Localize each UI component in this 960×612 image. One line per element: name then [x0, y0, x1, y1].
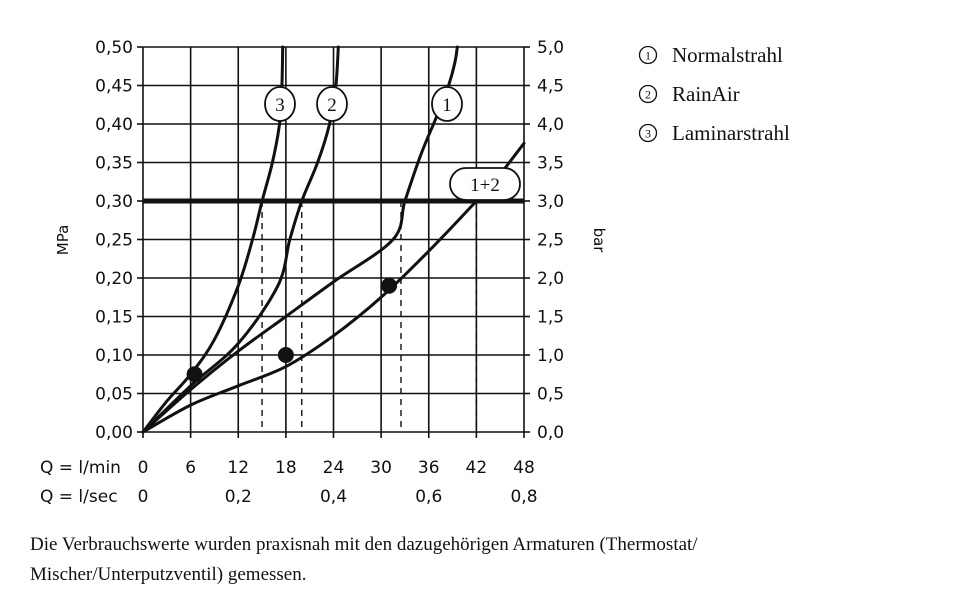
x-tick-label-lsec: 0 [138, 487, 149, 507]
right-tick-label: 1,0 [537, 346, 564, 366]
right-tick-label: 1,5 [537, 308, 564, 328]
right-tick-label: 2,5 [537, 231, 564, 251]
legend-label: Normalstrahl [672, 43, 783, 67]
right-tick-label: 4,0 [537, 115, 564, 135]
x-tick-label-lmin: 24 [323, 458, 345, 478]
series-point [277, 347, 294, 363]
x-tick-label-lmin: 30 [370, 458, 392, 478]
curve-marker-label: 1+2 [470, 175, 500, 196]
curve-marker-circle [264, 86, 296, 122]
right-tick-label: 3,0 [537, 192, 564, 212]
footnote: Die Verbrauchswerte wurden praxisnah mit… [30, 530, 930, 590]
x-tick-label-lmin: 12 [227, 458, 249, 478]
x-axis-lmin-title: Q = l/min [40, 458, 121, 478]
left-tick-label: 0,40 [95, 115, 133, 135]
x-tick-label-lsec: 0,6 [415, 487, 442, 507]
right-tick-label: 2,0 [537, 269, 564, 289]
x-tick-label-lsec: 0,4 [320, 487, 347, 507]
x-axis-lsec-title: Q = l/sec [40, 487, 118, 507]
right-tick-label: 5,0 [537, 38, 564, 58]
curve-marker-circle [431, 86, 463, 122]
left-tick-label: 0,10 [95, 346, 133, 366]
x-tick-label-lmin: 0 [138, 458, 149, 478]
legend-marker-circle [638, 123, 658, 143]
footnote-text: Die Verbrauchswerte wurden praxisnah mit… [30, 534, 698, 585]
legend-marker-number: 2 [645, 88, 651, 102]
x-tick-label-lmin: 48 [513, 458, 535, 478]
x-tick-label-lmin: 36 [418, 458, 440, 478]
left-tick-label: 0,00 [95, 423, 133, 443]
curve-marker-label: 1 [442, 95, 452, 116]
legend-label: Laminarstrahl [672, 121, 790, 145]
series-line [141, 45, 459, 434]
legend-marker-number: 3 [645, 127, 651, 141]
series-point [381, 277, 398, 294]
left-tick-label: 0,30 [95, 192, 133, 212]
left-tick-label: 0,05 [95, 385, 133, 405]
x-tick-label-lmin: 6 [185, 458, 196, 478]
left-tick-label: 0,20 [95, 269, 133, 289]
legend-marker-circle [638, 45, 658, 65]
right-tick-label: 3,5 [537, 154, 564, 174]
x-tick-label-lmin: 42 [466, 458, 488, 478]
legend-marker-circle [638, 84, 658, 104]
x-tick-label-lmin: 18 [275, 458, 297, 478]
left-tick-label: 0,35 [95, 154, 133, 174]
left-tick-label: 0,50 [95, 38, 133, 58]
right-tick-label: 0,0 [537, 423, 564, 443]
left-tick-label: 0,15 [95, 308, 133, 328]
x-tick-label-lsec: 0,8 [510, 487, 537, 507]
left-tick-label: 0,45 [95, 77, 133, 97]
right-tick-label: 4,5 [537, 77, 564, 97]
curve-marker-label: 3 [275, 95, 285, 116]
curve-marker-circle [316, 86, 348, 122]
curve-marker-label: 2 [327, 95, 337, 116]
curve-marker-pill [449, 167, 521, 201]
left-tick-label: 0,25 [95, 231, 133, 251]
right-tick-label: 0,5 [537, 385, 564, 405]
right-axis-title: bar [590, 228, 608, 254]
series-point [186, 366, 203, 383]
left-axis-title: MPa [54, 225, 72, 256]
x-tick-label-lsec: 0,2 [225, 487, 252, 507]
legend-label: RainAir [672, 82, 740, 106]
legend-marker-number: 1 [645, 49, 651, 63]
